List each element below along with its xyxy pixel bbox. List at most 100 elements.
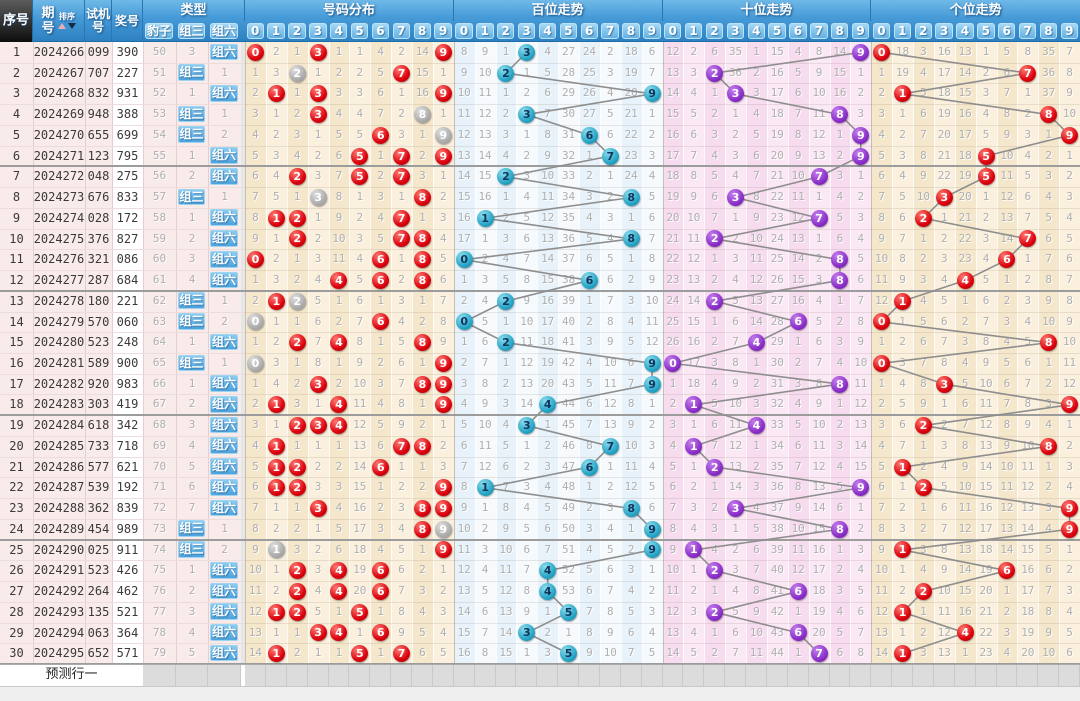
miss-cell: 5 (481, 314, 489, 328)
miss-cell: 20 (770, 148, 784, 162)
miss-cell: 4 (1003, 335, 1011, 349)
miss-cell: 3 (273, 65, 280, 79)
miss-cell: 5 (335, 127, 343, 141)
miss-cell: 7 (941, 335, 948, 349)
miss-cell: 6 (502, 459, 510, 473)
miss-cell: 12 (979, 418, 993, 432)
miss-cell: 3 (711, 521, 718, 535)
prediction-row-label: 预测行一 (0, 664, 143, 686)
section-divider (662, 42, 664, 664)
grid-line (245, 62, 1080, 64)
miss-cell: 1 (627, 210, 635, 224)
dist-ball-6: 6 (372, 126, 390, 144)
miss-cell: 5 (377, 231, 384, 245)
sort-desc-icon[interactable] (68, 23, 77, 29)
miss-cell: 9 (544, 148, 551, 162)
type-hit-cell: 组六 (210, 147, 238, 164)
miss-cell: 2 (544, 625, 551, 639)
miss-cell: 12 (687, 252, 701, 266)
miss-cell: 13 (728, 459, 743, 473)
miss-cell: 11 (791, 190, 805, 204)
miss-cell: 6 (314, 314, 322, 328)
miss-cell: 4 (398, 314, 405, 328)
miss-cell: 3 (314, 252, 322, 266)
dist-ball-9: 9 (434, 85, 452, 103)
test-cell: 123 (87, 148, 110, 163)
miss-cell: 8 (523, 584, 531, 598)
miss-cell: 2 (440, 584, 447, 598)
grid-line (0, 435, 245, 437)
miss-cell: 3 (502, 397, 510, 411)
miss-cell: 16 (770, 65, 784, 79)
miss-cell: 15 (499, 646, 513, 660)
seq-cell: 30 (9, 646, 24, 661)
miss-cell: 5 (607, 252, 614, 266)
miss-cell: 7 (794, 459, 802, 473)
miss-cell: 15 (958, 584, 972, 598)
miss-cell: 1 (419, 210, 426, 224)
miss-cell: 5 (899, 190, 906, 204)
miss-cell: 2 (273, 127, 280, 141)
shi-ball-2: 2 (706, 458, 724, 476)
miss-cell: 11 (1000, 169, 1014, 183)
grid-line (307, 42, 309, 664)
miss-cell: 12 (958, 521, 972, 535)
miss-cell: 1 (523, 65, 531, 79)
miss-cell: 7 (899, 231, 906, 245)
miss-cell: 37 (1042, 86, 1056, 100)
test-cell: 303 (87, 397, 110, 412)
miss-cell: 12 (353, 418, 367, 432)
bai-ball-0: 0 (455, 251, 473, 269)
miss-cell: 4 (732, 169, 739, 183)
miss-cell: 3 (648, 604, 656, 618)
sort-asc-icon[interactable] (58, 23, 67, 29)
ge-ball-2: 2 (914, 582, 932, 600)
dist-ball-8: 8 (413, 230, 431, 248)
grid-line (328, 42, 330, 664)
header-digit-1: 1 (267, 23, 285, 39)
grid-line (432, 42, 434, 664)
miss-cell: 1 (273, 231, 280, 245)
miss-cell: 13 (958, 45, 972, 58)
grid-line (245, 643, 1080, 645)
miss-cell: 9 (440, 335, 447, 349)
miss-cell: 6 (335, 542, 343, 556)
sort-button[interactable]: 排序 (58, 13, 77, 29)
header-digit-2: 2 (914, 23, 932, 39)
miss-cell: 2 (398, 107, 405, 121)
miss-cell: 3 (1066, 584, 1073, 598)
miss-cell: 15 (770, 45, 784, 58)
miss-cell: 5 (941, 293, 948, 307)
dist-ball-4: 4 (330, 271, 348, 289)
miss-cell: 7 (377, 107, 384, 121)
footer-cell (579, 664, 600, 686)
miss-cell: 4 (273, 169, 280, 183)
miss-cell: 10 (791, 521, 805, 535)
miss-cell: 9 (1045, 293, 1052, 307)
test-cell: 025 (87, 542, 110, 557)
grid-line (245, 560, 1080, 562)
miss-cell: 4 (440, 231, 447, 245)
miss-cell: 3 (648, 148, 656, 162)
miss-cell: 44 (770, 646, 784, 660)
type-miss-cell: 73 (152, 521, 167, 535)
miss-cell: 3 (460, 376, 468, 390)
group-separator (0, 165, 1080, 168)
miss-cell: 2 (920, 625, 927, 639)
type-miss-cell: 2 (221, 314, 228, 328)
miss-cell: 15 (457, 190, 471, 204)
miss-cell: 3 (711, 127, 718, 141)
miss-cell: 4 (377, 45, 384, 58)
header-digit-2: 2 (288, 23, 306, 39)
miss-cell: 4 (857, 231, 865, 245)
miss-cell: 2 (732, 542, 739, 556)
miss-cell: 4 (711, 542, 718, 556)
footer-cell (412, 664, 433, 686)
grid-line (0, 581, 245, 583)
type-miss-cell: 1 (188, 148, 196, 162)
miss-cell: 7 (627, 646, 635, 660)
type-miss-cell: 70 (152, 459, 167, 473)
miss-cell: 6 (607, 127, 614, 141)
miss-cell: 2 (273, 584, 280, 598)
type-miss-cell: 2 (188, 584, 196, 598)
